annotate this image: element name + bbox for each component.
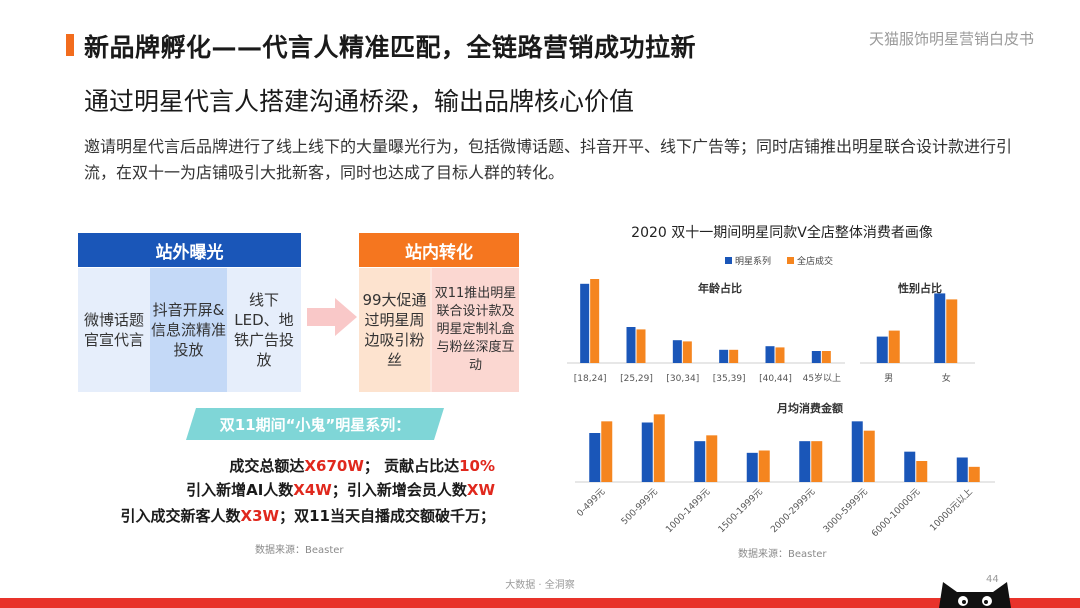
data-source-left: 数据来源：Beaster (255, 545, 344, 556)
legend-swatch (725, 257, 732, 264)
bar-store (863, 430, 875, 482)
bar-store (706, 435, 718, 482)
bar-store (811, 441, 823, 482)
bar-star (811, 351, 821, 363)
legend-swatch (787, 257, 794, 264)
bar-star (799, 441, 811, 482)
bar-star (956, 457, 968, 482)
subchart-title: 年龄占比 (698, 281, 742, 295)
bar-star (746, 452, 758, 482)
bar-star (851, 421, 863, 482)
bar-star (589, 433, 601, 482)
douyin-item: 抖音开屏&信息流精准投放 (150, 268, 227, 392)
tick-label: 500-999元 (620, 487, 660, 527)
tick-label: [35,39] (713, 374, 746, 384)
bar-store (758, 450, 770, 482)
series-ribbon: 双11期间“小鬼”明星系列： (186, 408, 444, 440)
tick-label: 男 (884, 373, 893, 384)
bar-store (916, 461, 928, 482)
bar-store (946, 299, 958, 363)
bar-store (888, 330, 900, 363)
presale-item: 99大促通过明星周边吸引粉丝 (359, 268, 430, 392)
tick-label: 10000元以上 (928, 486, 975, 533)
tick-label: [25,29] (620, 374, 653, 384)
footer-bar (0, 598, 1080, 608)
page-title: 新品牌孵化——代言人精准匹配，全链路营销成功拉新 (84, 33, 697, 62)
stat-line-new-customers: 引入成交新客人数X3W；双11当天自播成交额破千万； (120, 507, 495, 525)
bar-star (580, 283, 590, 363)
bar-star (719, 349, 729, 363)
tick-label: 2000-2999元 (769, 487, 817, 535)
tick-label: 1000-1499元 (664, 487, 712, 535)
page-number: 44 (986, 574, 999, 585)
tick-label: 6000-10000元 (870, 487, 922, 539)
bar-star (934, 293, 946, 363)
bar-star (694, 441, 706, 482)
bar-store (636, 329, 646, 363)
brand-note: 天猫服饰明星营销白皮书 (868, 30, 1034, 48)
bar-store (775, 347, 785, 363)
bar-store (729, 349, 739, 363)
legend-label: 明星系列 (735, 255, 771, 267)
bar-store (821, 351, 831, 363)
subchart-title: 性别占比 (898, 281, 942, 295)
data-source-right: 数据来源：Beaster (738, 549, 827, 560)
tick-label: [30,34] (666, 374, 699, 384)
tick-label: 0-499元 (575, 487, 607, 519)
bar-store (590, 279, 600, 363)
bar-star (626, 327, 636, 363)
stat-line-new-users: 引入新增AI人数X4W；引入新增会员人数XW (186, 481, 495, 499)
bar-star (876, 336, 888, 363)
bar-store (682, 341, 692, 363)
chart-title: 2020 双十一期间明星同款V全店整体消费者画像 (631, 224, 933, 241)
external-exposure-header: 站外曝光 (78, 233, 301, 267)
offline-ad-item: 线下LED、地铁广告投放 (233, 291, 294, 369)
tick-label: [40,44] (759, 374, 792, 384)
intro-paragraph: 邀请明星代言后品牌进行了线上线下的大量曝光行为，包括微博话题、抖音开平、线下广告… (84, 137, 1013, 182)
double11-item: 双11推出明星联合设计款及明星定制礼盒与粉丝深度互动 (432, 268, 519, 392)
tick-label: [18,24] (574, 374, 607, 384)
legend-label: 全店成交 (797, 255, 833, 267)
arrow-right-icon (307, 298, 357, 336)
stat-line-gmv: 成交总额达X670W； 贡献占比达10% (229, 457, 495, 475)
title-accent-bar (66, 34, 74, 56)
subchart-title: 月均消费金额 (776, 401, 843, 415)
bar-store (601, 421, 613, 482)
weibo-item: 微博话题官宣代言 (83, 311, 144, 349)
bar-star (672, 340, 682, 363)
bar-star (641, 422, 653, 482)
bar-store (653, 414, 665, 482)
tmall-cat-logo (939, 582, 1011, 608)
tick-label: 45岁以上 (803, 372, 841, 384)
tick-label: 3000-5999元 (822, 487, 870, 535)
tick-label: 女 (942, 372, 951, 384)
bar-star (904, 451, 916, 482)
footer-text: 大数据 · 全洞察 (505, 580, 575, 591)
page-subtitle: 通过明星代言人搭建沟通桥梁，输出品牌核心价值 (84, 87, 635, 116)
internal-conversion-header: 站内转化 (359, 233, 519, 267)
bar-store (968, 466, 980, 482)
bar-star (765, 346, 775, 363)
tick-label: 1500-1999元 (717, 487, 765, 535)
